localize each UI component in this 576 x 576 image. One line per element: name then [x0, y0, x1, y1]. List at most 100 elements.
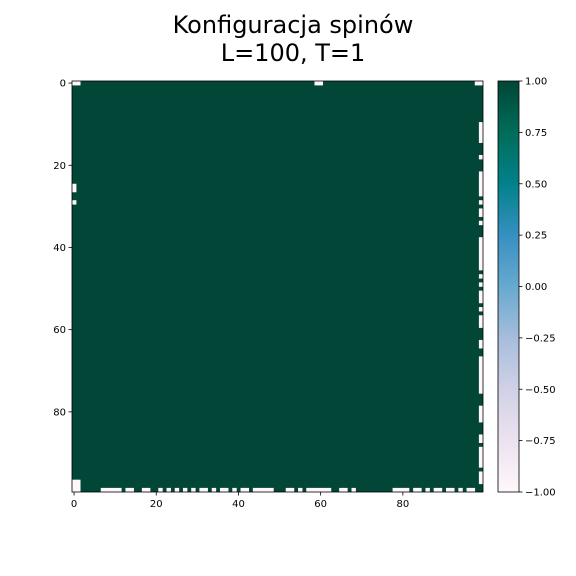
- heatmap-cell-minority-spin: [478, 455, 483, 460]
- heatmap-cell-minority-spin: [478, 463, 483, 468]
- heatmap-cell-minority-spin: [326, 487, 332, 492]
- heatmap-cell-minority-spin: [478, 323, 483, 328]
- heatmap-cell-minority-spin: [322, 487, 328, 492]
- y-tick-label: 40: [53, 243, 66, 254]
- heatmap-cell-minority-spin: [400, 487, 406, 492]
- colorbar-tick-label: −0.75: [525, 436, 556, 447]
- heatmap-cell-minority-spin: [478, 261, 483, 267]
- heatmap-cell-minority-spin: [478, 187, 483, 193]
- heatmap-cell-minority-spin: [478, 294, 483, 300]
- heatmap-cell-minority-spin: [478, 253, 483, 259]
- heatmap-cell-minority-spin: [203, 487, 208, 492]
- heatmap-cell-minority-spin: [478, 450, 483, 456]
- heatmap-cell-minority-spin: [478, 290, 483, 296]
- heatmap-cell-minority-spin: [113, 487, 118, 492]
- colorbar-tick-label: −0.25: [525, 333, 556, 344]
- heatmap-cell-minority-spin: [478, 307, 483, 312]
- colorbar: [497, 80, 520, 493]
- heatmap-cell-minority-spin: [478, 438, 483, 443]
- colorbar-tick-label: 0.50: [525, 179, 547, 190]
- heatmap-cell-minority-spin: [72, 487, 77, 492]
- heatmap-cell-minority-spin: [478, 298, 483, 304]
- heatmap-cell-minority-spin: [232, 487, 237, 492]
- heatmap-cell-minority-spin: [314, 487, 319, 492]
- heatmap-cell-minority-spin: [478, 368, 483, 374]
- heatmap-background-dominant-spin: [72, 81, 483, 492]
- y-tick-label: 80: [53, 407, 66, 418]
- colorbar-tick-label: 0.00: [525, 282, 547, 293]
- heatmap-cell-minority-spin: [478, 405, 483, 411]
- heatmap-cell-minority-spin: [478, 171, 483, 176]
- heatmap-cell-minority-spin: [478, 208, 483, 213]
- heatmap-cell-minority-spin: [252, 487, 258, 492]
- heatmap-cell-minority-spin: [478, 319, 483, 324]
- heatmap-cell-minority-spin: [76, 487, 81, 492]
- heatmap-cell-minority-spin: [478, 175, 483, 180]
- heatmap-cell-minority-spin: [478, 413, 483, 419]
- chart-title-line-2: L=100, T=1: [221, 39, 366, 67]
- heatmap-cell-minority-spin: [261, 487, 266, 492]
- heatmap-cell-minority-spin: [413, 487, 418, 492]
- heatmap-cell-minority-spin: [104, 487, 110, 492]
- heatmap-cell-minority-spin: [478, 212, 483, 217]
- x-tick-label: 60: [314, 499, 327, 510]
- heatmap-cell-minority-spin: [478, 479, 483, 485]
- heatmap-cell-minority-spin: [478, 81, 483, 86]
- heatmap-cell-minority-spin: [478, 220, 483, 226]
- heatmap-cell-minority-spin: [166, 487, 171, 492]
- colorbar-tick-label: −1.00: [525, 488, 556, 499]
- colorbar-tick-label: 1.00: [525, 77, 547, 88]
- heatmap-cell-minority-spin: [478, 446, 483, 452]
- heatmap-cell-minority-spin: [478, 471, 483, 476]
- heatmap-cell-minority-spin: [446, 487, 451, 492]
- heatmap-cell-minority-spin: [478, 179, 483, 185]
- heatmap-cell-minority-spin: [343, 487, 348, 492]
- x-axis: 0 20 40 60 80: [71, 492, 409, 510]
- heatmap-cell-minority-spin: [108, 487, 114, 492]
- heatmap-cell-minority-spin: [478, 418, 483, 423]
- heatmap-cell-minority-spin: [298, 487, 303, 492]
- heatmap-cell-minority-spin: [450, 487, 455, 492]
- heatmap-cell-minority-spin: [289, 487, 295, 492]
- heatmap-cell-minority-spin: [265, 487, 270, 492]
- heatmap-cell-minority-spin: [339, 487, 344, 492]
- heatmap-cell-minority-spin: [478, 409, 483, 415]
- heatmap-cell-minority-spin: [244, 487, 250, 492]
- heatmap-cell-minority-spin: [404, 487, 410, 492]
- heatmap: [72, 81, 483, 492]
- heatmap-cell-minority-spin: [219, 487, 225, 492]
- heatmap-cell-minority-spin: [72, 183, 77, 189]
- heatmap-cell-minority-spin: [478, 237, 483, 242]
- heatmap-cell-minority-spin: [478, 356, 483, 361]
- heatmap-cell-minority-spin: [478, 249, 483, 254]
- heatmap-cell-minority-spin: [478, 282, 483, 287]
- heatmap-cell-minority-spin: [478, 134, 483, 139]
- heatmap-cell-minority-spin: [478, 126, 483, 131]
- heatmap-cell-minority-spin: [117, 487, 122, 492]
- colorbar-axis: 1.00 0.75 0.50 0.25 0.00 −0.25 −0.50 −0.75 −1.00: [519, 77, 556, 499]
- heatmap-cell-minority-spin: [76, 479, 81, 485]
- heatmap-cell-minority-spin: [72, 200, 77, 205]
- heatmap-cell-minority-spin: [72, 479, 77, 485]
- heatmap-cell-minority-spin: [478, 274, 483, 279]
- heatmap-cell-minority-spin: [306, 487, 311, 492]
- heatmap-cell-minority-spin: [478, 376, 483, 382]
- heatmap-cell-minority-spin: [478, 241, 483, 246]
- heatmap-cell-minority-spin: [478, 475, 483, 480]
- colorbar-tick-label: 0.25: [525, 231, 547, 242]
- heatmap-cell-minority-spin: [125, 487, 130, 492]
- x-tick-label: 20: [150, 499, 163, 510]
- heatmap-cell-minority-spin: [478, 389, 483, 394]
- heatmap-cell-minority-spin: [72, 187, 77, 193]
- heatmap-cell-minority-spin: [72, 81, 77, 86]
- heatmap-cell-minority-spin: [256, 487, 262, 492]
- heatmap-cell-minority-spin: [182, 487, 188, 492]
- heatmap-cell-minority-spin: [478, 339, 483, 345]
- heatmap-cell-minority-spin: [478, 245, 483, 250]
- heatmap-cell-minority-spin: [76, 81, 81, 86]
- heatmap-cell-minority-spin: [478, 257, 483, 263]
- heatmap-cell-minority-spin: [141, 487, 147, 492]
- heatmap-cell-minority-spin: [314, 81, 319, 86]
- heatmap-cell-minority-spin: [437, 487, 443, 492]
- heatmap-frame: [71, 80, 484, 493]
